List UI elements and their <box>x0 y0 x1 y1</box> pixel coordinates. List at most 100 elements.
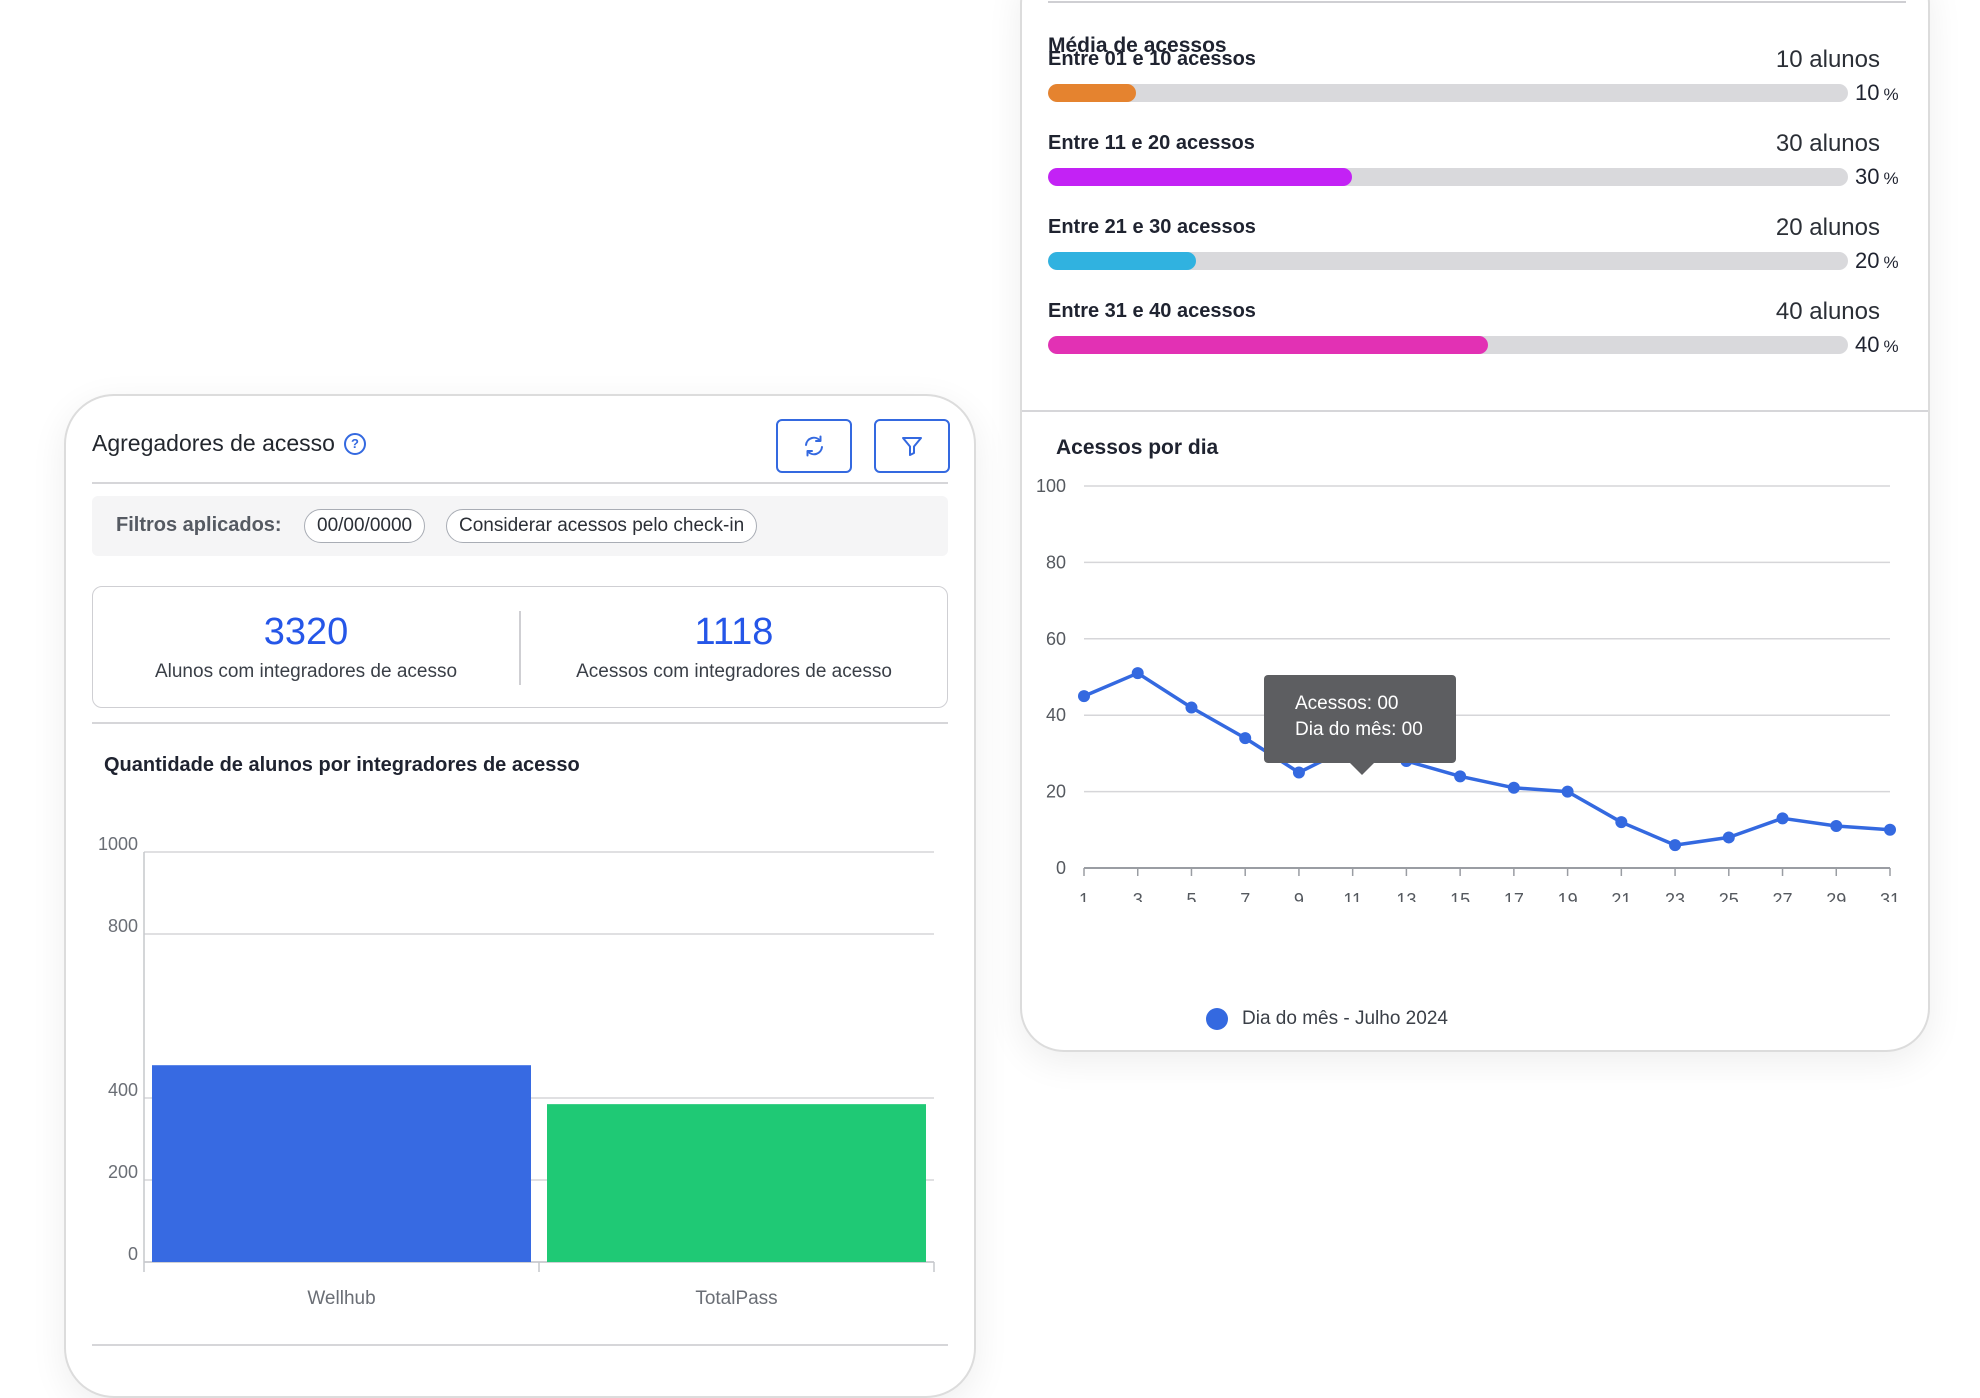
range-percent: 20% <box>1855 248 1899 274</box>
y-tick-label: 0 <box>128 1244 138 1264</box>
range-percent: 30% <box>1855 164 1899 190</box>
y-tick-label: 1000 <box>98 834 138 854</box>
data-point <box>1078 690 1090 703</box>
range-percent-value: 40 <box>1855 332 1880 357</box>
access-stats-card: Média de acessos Entre 01 e 10 acessos 1… <box>1020 0 1930 1052</box>
header-divider <box>92 482 948 484</box>
range-progress-bar <box>1048 252 1848 270</box>
filter-button[interactable] <box>874 419 950 473</box>
range-label: Entre 31 e 40 acessos <box>1048 300 1256 322</box>
filter-icon <box>902 437 922 456</box>
top-divider <box>1048 1 1906 3</box>
x-tick-label: 19 <box>1558 890 1578 902</box>
range-count: 40 alunos <box>1775 298 1880 325</box>
x-tick-label: 13 <box>1396 890 1416 902</box>
bar-chart-title: Quantidade de alunos por integradores de… <box>104 754 580 776</box>
section-divider <box>1022 410 1928 412</box>
stat-label-accesses: Acessos com integradores de acesso <box>576 661 892 682</box>
data-point <box>1561 785 1574 798</box>
range-percent-unit: % <box>1883 253 1899 272</box>
range-count: 10 alunos <box>1775 46 1880 73</box>
y-tick-label: 40 <box>1046 705 1066 725</box>
y-tick-label: 0 <box>1056 858 1066 878</box>
range-percent-unit: % <box>1883 337 1899 356</box>
range-percent: 40% <box>1855 332 1899 358</box>
card-title: Agregadores de acesso ? <box>92 430 366 457</box>
acessos-por-dia-title: Acessos por dia <box>1056 436 1219 459</box>
refresh-button[interactable] <box>776 419 852 473</box>
data-point <box>1507 781 1520 794</box>
range-count: 30 alunos <box>1775 130 1880 157</box>
x-category-label: TotalPass <box>695 1288 777 1309</box>
data-point <box>1185 701 1198 714</box>
tooltip-arrow <box>1350 763 1374 775</box>
legend-label: Dia do mês - Julho 2024 <box>1242 1008 1448 1029</box>
tooltip-line-day: Dia do mês: 00 <box>1295 719 1423 740</box>
line-chart-legend[interactable]: Dia do mês - Julho 2024 <box>1206 1008 1448 1030</box>
range-progress-fill <box>1048 252 1196 270</box>
y-tick-label: 800 <box>108 916 138 936</box>
stat-label-students: Alunos com integradores de acesso <box>154 661 458 682</box>
bar-wellhub <box>152 1065 531 1262</box>
tooltip-line-accesses: Acessos: 00 <box>1295 693 1399 714</box>
range-percent: 10% <box>1855 80 1899 106</box>
x-tick-label: 17 <box>1504 890 1524 902</box>
bottom-divider <box>92 1344 948 1346</box>
range-label: Entre 21 e 30 acessos <box>1048 216 1256 238</box>
y-tick-label: 400 <box>108 1080 138 1100</box>
x-tick-label: 27 <box>1773 890 1793 902</box>
x-tick-label: 29 <box>1826 890 1846 902</box>
range-label: Entre 11 e 20 acessos <box>1048 132 1255 154</box>
range-progress-fill <box>1048 168 1352 186</box>
bar-chart: 0 200 400 800 1000 Wellhub TotalPass <box>98 834 935 1309</box>
filter-chip-checkin[interactable]: Considerar acessos pelo check-in <box>446 509 758 543</box>
data-point <box>1292 766 1305 779</box>
data-point <box>1239 732 1252 745</box>
tooltip: Acessos: 00 Dia do mês: 00 <box>1264 675 1456 775</box>
data-point <box>1776 812 1789 825</box>
data-point <box>1830 819 1843 832</box>
y-tick-label: 200 <box>108 1162 138 1182</box>
x-tick-label: 7 <box>1240 890 1250 902</box>
data-point <box>1615 816 1628 829</box>
range-progress-bar <box>1048 84 1848 102</box>
aggregators-title: Agregadores de acesso <box>92 430 335 456</box>
range-percent-value: 30 <box>1855 164 1880 189</box>
x-tick-label: 21 <box>1611 890 1631 902</box>
x-tick-label: 31 <box>1880 890 1900 902</box>
x-tick-label: 11 <box>1343 890 1362 902</box>
filter-chip-date[interactable]: 00/00/0000 <box>304 509 426 543</box>
filters-label: Filtros aplicados: <box>116 514 282 536</box>
x-category-label: Wellhub <box>307 1288 375 1309</box>
x-tick-label: 25 <box>1719 890 1739 902</box>
range-percent-unit: % <box>1883 85 1899 104</box>
y-tick-label: 20 <box>1046 782 1066 802</box>
range-percent-unit: % <box>1883 169 1899 188</box>
y-tick-label: 80 <box>1046 552 1066 572</box>
series-line <box>1083 671 1891 847</box>
data-point <box>1884 823 1896 836</box>
help-icon[interactable]: ? <box>343 432 366 455</box>
stat-value-accesses: 1118 <box>694 611 774 653</box>
range-percent-value: 20 <box>1855 248 1880 273</box>
stats-divider-bottom <box>92 722 948 724</box>
stats-divider <box>519 611 521 685</box>
legend-dot-icon <box>1206 1008 1228 1030</box>
data-point <box>1131 667 1144 680</box>
x-tick-label: 9 <box>1294 890 1304 902</box>
range-count: 20 alunos <box>1775 214 1880 241</box>
range-percent-value: 10 <box>1855 80 1880 105</box>
range-progress-fill <box>1048 336 1488 354</box>
x-tick-label: 3 <box>1133 890 1143 902</box>
filters-bar: Filtros aplicados: 00/00/0000 Considerar… <box>92 496 948 556</box>
data-point <box>1454 770 1467 783</box>
range-label: Entre 01 e 10 acessos <box>1048 48 1256 70</box>
range-progress-bar <box>1048 168 1848 186</box>
range-progress-fill <box>1048 84 1136 102</box>
x-tick-label: 5 <box>1186 890 1196 902</box>
x-tick-label: 23 <box>1665 890 1685 902</box>
stats-box: 3320 Alunos com integradores de acesso 1… <box>92 586 948 708</box>
aggregators-card: Agregadores de acesso ? Filtros aplicado… <box>64 394 976 1398</box>
data-point <box>1722 831 1735 844</box>
